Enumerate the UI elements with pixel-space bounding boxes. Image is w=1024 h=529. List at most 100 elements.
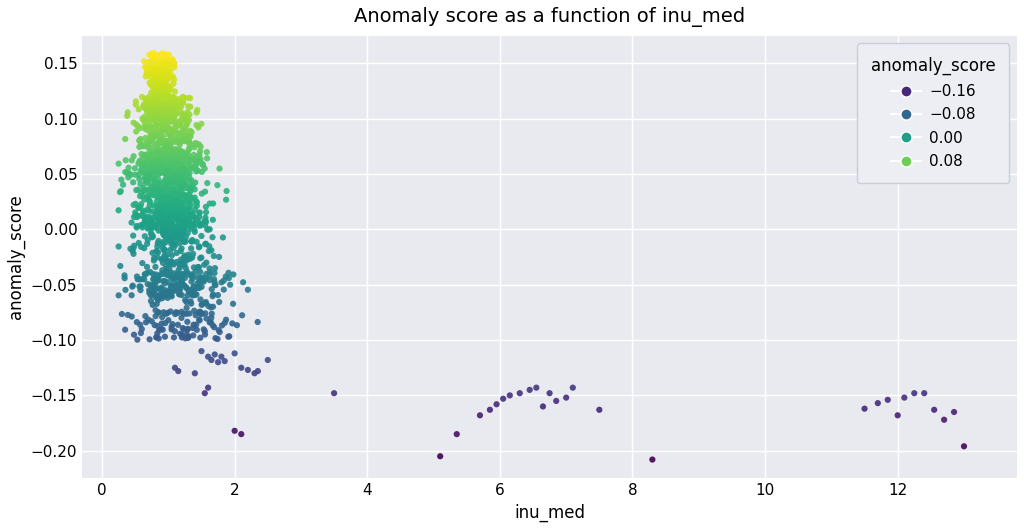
Point [167,310,183,318]
Point [165,116,181,124]
Point [144,159,161,167]
Point [180,221,197,229]
Point [141,335,158,343]
Point [166,223,182,232]
Point [178,211,195,219]
Point [160,70,176,79]
Point [169,178,185,186]
Point [174,208,190,216]
Point [162,150,178,158]
Point [205,303,221,311]
Point [160,111,176,119]
Point [164,201,180,209]
Point [154,163,170,171]
Point [172,286,188,294]
Point [158,147,174,155]
Point [185,282,202,291]
Point [164,323,180,331]
Point [156,151,172,160]
Point [150,103,166,112]
Point [188,326,205,334]
Point [164,165,180,173]
Point [160,214,176,223]
Point [137,121,154,130]
Point [124,312,140,321]
Point [141,108,158,116]
Point [169,197,185,206]
Point [147,150,164,158]
Point [153,162,169,171]
Point [150,98,166,106]
Point [190,282,207,291]
Point [153,156,169,164]
Point [210,358,226,367]
Point [154,146,170,154]
Point [174,168,190,177]
Point [169,129,185,138]
Point [168,103,184,112]
Point [174,156,190,165]
Point [130,105,146,114]
Point [163,111,179,120]
Point [542,389,558,397]
Point [170,280,186,288]
Point [153,80,169,88]
Point [154,93,170,101]
Point [591,406,607,414]
Point [159,117,175,125]
Point [156,58,172,67]
Point [150,242,166,251]
Point [151,169,167,178]
Point [218,272,234,281]
Point [205,321,221,330]
Point [157,95,173,104]
Point [190,243,207,251]
Point [171,260,187,268]
Point [154,189,170,197]
Point [153,71,169,79]
Point [141,138,158,146]
Point [151,291,167,300]
Point [153,166,169,174]
Point [175,98,191,107]
Point [184,272,201,280]
Point [124,291,140,299]
Point [176,165,193,174]
Point [166,111,182,120]
Point [125,152,141,160]
Point [179,119,196,127]
Point [178,284,195,292]
Point [175,325,191,333]
Point [191,213,208,221]
Point [146,57,163,65]
Point [136,217,153,226]
Point [176,226,193,235]
Point [162,176,178,185]
Point [165,227,181,235]
Point [174,260,190,269]
Point [233,363,250,372]
Point [144,270,161,278]
Point [150,220,166,228]
Point [152,152,168,160]
Point [152,159,168,167]
Point [163,147,179,156]
Point [124,247,140,255]
Point [145,52,162,61]
Point [160,105,176,113]
Point [152,94,168,103]
Point [161,177,177,186]
Point [159,56,175,64]
Point [127,164,143,172]
Point [172,280,188,288]
Point [155,228,171,236]
Point [159,213,175,222]
Point [135,206,152,215]
Point [169,174,185,182]
Point [206,252,222,260]
Point [163,113,179,121]
Point [160,207,176,215]
Point [150,143,166,152]
Point [156,154,172,162]
Point [160,75,176,84]
